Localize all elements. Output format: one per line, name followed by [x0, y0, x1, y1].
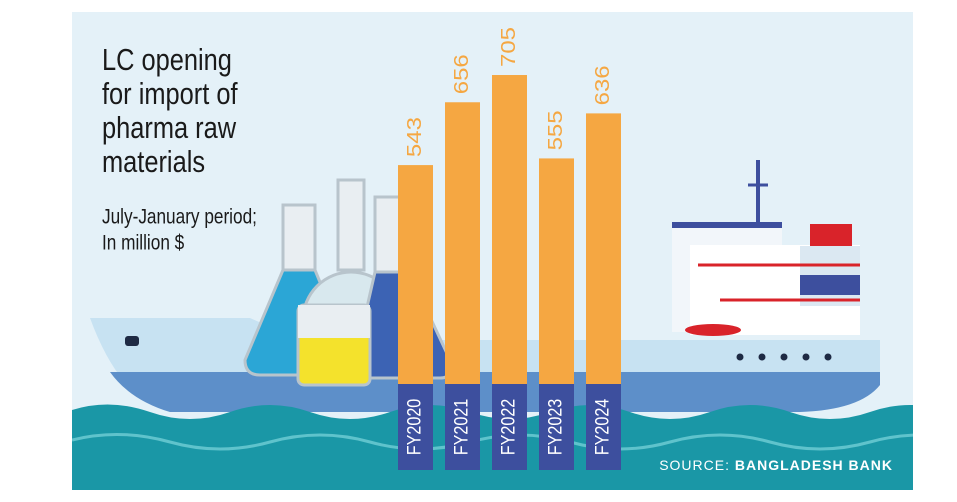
value-label: 656	[450, 54, 473, 94]
category-box	[398, 384, 433, 470]
source: SOURCE: BANGLADESH BANK	[659, 457, 893, 473]
source-label: SOURCE:	[659, 457, 730, 473]
chart-subtitle: July-January period; In million $	[102, 206, 257, 255]
category-box	[539, 384, 574, 470]
flasks	[243, 178, 453, 387]
ship-bridge	[672, 160, 860, 336]
subtitle-line: In million $	[102, 232, 185, 255]
category-box	[586, 384, 621, 470]
portholes	[736, 353, 832, 361]
bars: 543 FY2020 656 FY2021 705 FY2022 555 FY2023 636 F…	[398, 27, 621, 470]
title-line: materials	[102, 145, 205, 180]
subtitle-line: July-January period;	[102, 206, 257, 229]
source-name: BANGLADESH BANK	[735, 457, 893, 473]
title-line: LC opening	[102, 43, 232, 78]
title-line: for import of	[102, 77, 238, 112]
value-label: 543	[403, 117, 426, 157]
x-tick-label: FY2022	[497, 399, 519, 456]
x-tick-label: FY2020	[403, 399, 425, 456]
category-box	[445, 384, 480, 470]
x-tick-label: FY2021	[450, 399, 472, 456]
value-label: 636	[591, 65, 614, 105]
value-label: 705	[497, 27, 520, 67]
x-tick-label: FY2023	[544, 399, 566, 456]
title-line: pharma raw	[102, 111, 237, 146]
hawse-hole	[125, 336, 139, 346]
category-box	[492, 384, 527, 470]
x-tick-label: FY2024	[591, 399, 613, 456]
value-label: 555	[544, 110, 567, 150]
